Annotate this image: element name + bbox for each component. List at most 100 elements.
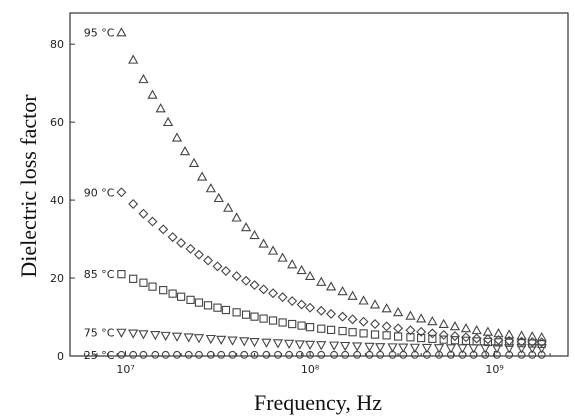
marker-75c xyxy=(249,338,260,348)
marker-75c xyxy=(491,344,503,354)
marker-25c xyxy=(117,350,126,359)
marker-25c xyxy=(537,350,546,359)
marker-90c xyxy=(193,249,204,260)
series-label: 75 °C xyxy=(84,327,115,340)
marker-25c xyxy=(262,350,271,359)
marker-25c xyxy=(458,350,467,359)
marker-95c xyxy=(223,202,234,212)
marker-95c xyxy=(249,229,260,240)
marker-85c xyxy=(278,318,287,327)
marker-95c xyxy=(128,54,139,64)
marker-75c xyxy=(272,339,284,349)
marker-75c xyxy=(227,336,238,346)
marker-85c xyxy=(393,332,403,341)
marker-75c xyxy=(421,343,433,354)
marker-95c xyxy=(381,303,392,313)
marker-90c xyxy=(305,302,316,313)
marker-25c xyxy=(274,350,282,359)
marker-75c xyxy=(527,344,538,354)
marker-25c xyxy=(388,350,397,359)
marker-90c xyxy=(393,323,404,334)
marker-95c xyxy=(171,132,183,142)
marker-85c xyxy=(117,270,126,279)
marker-25c xyxy=(493,350,501,359)
series-label: 25 °C xyxy=(84,349,115,362)
marker-95c xyxy=(369,299,381,309)
marker-75c xyxy=(150,331,161,341)
marker-90c xyxy=(231,271,242,282)
marker-90c xyxy=(471,333,482,344)
marker-95c xyxy=(536,331,547,342)
marker-95c xyxy=(296,264,307,275)
marker-90c xyxy=(527,336,538,347)
marker-25c xyxy=(184,350,193,359)
marker-85c xyxy=(232,308,241,317)
marker-90c xyxy=(358,316,369,327)
marker-75c xyxy=(283,339,295,350)
marker-90c xyxy=(337,311,348,322)
y-tick-label: 60 xyxy=(50,116,64,129)
marker-25c xyxy=(206,350,215,359)
marker-85c xyxy=(338,326,347,336)
marker-85c xyxy=(305,323,315,332)
marker-85c xyxy=(359,329,368,338)
marker-25c xyxy=(240,350,249,359)
marker-90c xyxy=(249,280,260,291)
marker-85c xyxy=(168,289,177,298)
marker-85c xyxy=(186,295,195,304)
marker-85c xyxy=(317,324,326,333)
marker-90c xyxy=(176,237,187,248)
marker-75c xyxy=(375,343,386,353)
marker-95c xyxy=(427,315,438,326)
marker-25c xyxy=(423,350,431,359)
marker-95c xyxy=(258,238,269,248)
marker-85c xyxy=(505,338,514,347)
marker-95c xyxy=(304,270,316,281)
marker-95c xyxy=(179,146,191,156)
marker-90c xyxy=(482,334,493,345)
marker-25c xyxy=(330,350,339,359)
marker-85c xyxy=(213,303,222,312)
marker-85c xyxy=(517,339,526,348)
marker-85c xyxy=(382,331,391,340)
marker-75c xyxy=(183,333,194,343)
marker-85c xyxy=(268,316,278,325)
marker-25c xyxy=(505,350,514,359)
series-label: 90 °C xyxy=(84,186,115,199)
marker-85c xyxy=(494,338,503,347)
marker-75c xyxy=(216,335,227,345)
marker-85c xyxy=(139,278,148,287)
marker-85c xyxy=(428,334,437,343)
marker-85c xyxy=(528,339,537,348)
marker-25c xyxy=(399,350,408,359)
y-tick-label: 80 xyxy=(50,38,64,51)
marker-75c xyxy=(328,341,340,351)
marker-95c xyxy=(277,252,288,262)
y-tick-label: 0 xyxy=(57,350,64,363)
marker-95c xyxy=(449,321,461,331)
marker-90c xyxy=(347,314,358,325)
marker-25c xyxy=(353,350,362,359)
marker-90c xyxy=(277,292,288,303)
marker-90c xyxy=(405,325,416,336)
marker-25c xyxy=(295,350,304,359)
marker-90c xyxy=(128,199,139,209)
marker-75c xyxy=(138,330,149,340)
marker-95c xyxy=(162,116,174,127)
marker-85c xyxy=(450,336,460,345)
marker-85c xyxy=(472,337,481,346)
marker-25c xyxy=(173,350,181,359)
marker-95c xyxy=(196,171,208,181)
marker-75c xyxy=(304,340,316,351)
marker-75c xyxy=(433,344,445,354)
marker-75c xyxy=(116,328,127,338)
marker-95c xyxy=(205,183,216,193)
marker-75c xyxy=(294,340,305,350)
marker-95c xyxy=(188,157,200,167)
marker-85c xyxy=(483,337,493,347)
marker-75c xyxy=(171,332,183,342)
marker-90c xyxy=(381,321,392,332)
marker-25c xyxy=(517,350,526,359)
marker-25c xyxy=(469,350,478,359)
marker-90c xyxy=(370,319,381,330)
